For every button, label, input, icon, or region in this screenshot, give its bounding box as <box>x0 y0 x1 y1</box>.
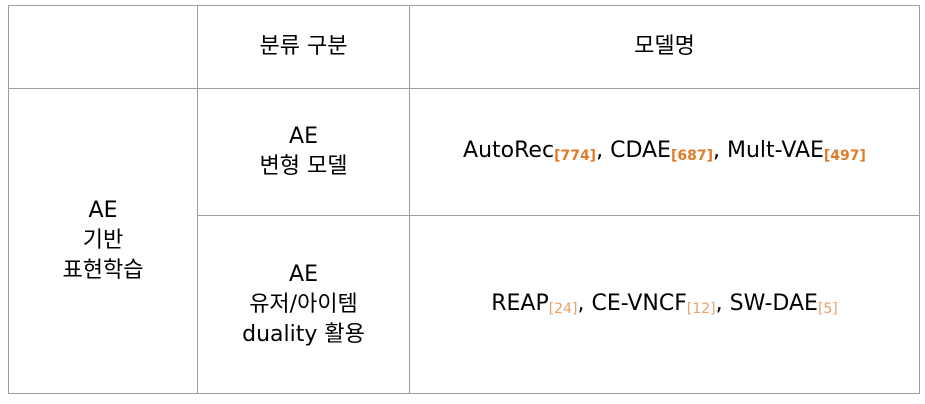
table-row: AE 기반 표현학습 AE 변형 모델 AutoRec[774], CDAE[6… <box>8 88 920 394</box>
reference-citation: [774] <box>554 148 597 164</box>
reference-citation: [497] <box>823 148 866 164</box>
header-category-cell: 분류 구분 <box>197 5 410 89</box>
separator: , <box>713 138 727 163</box>
reference-citation: [5] <box>817 300 838 317</box>
separator: , <box>577 290 592 316</box>
header-models-cell: 모델명 <box>409 5 920 89</box>
category-cell: AE 변형 모델 <box>197 88 410 216</box>
reference-citation: [687] <box>670 148 713 164</box>
model-name: SW-DAE <box>729 290 818 316</box>
table-row: AE 유저/아이템 duality 활용 REAP[24], CE-VNCF[1… <box>9 215 920 394</box>
group-label-line: AE <box>88 198 118 223</box>
header-row: 분류 구분 모델명 <box>8 5 920 89</box>
reference-citation: [24] <box>548 300 578 317</box>
model-list: REAP[24], CE-VNCF[12], SW-DAE[5] <box>491 290 838 317</box>
separator: , <box>596 138 611 163</box>
header-empty-cell <box>8 5 198 89</box>
group-label-cell: AE 기반 표현학습 <box>8 88 198 394</box>
group-label-line: 기반 <box>82 228 124 253</box>
models-cell: AutoRec[774], CDAE[687], Mult-VAE[497] <box>409 88 920 216</box>
model-name: REAP <box>491 290 549 316</box>
reference-citation: [12] <box>686 300 716 317</box>
model-name: CE-VNCF <box>591 290 687 316</box>
model-name: AutoRec <box>463 138 555 163</box>
model-classification-table: 분류 구분 모델명 AE 기반 표현학습 AE 변형 모델 AutoRec[77… <box>8 5 920 394</box>
category-cell: AE 유저/아이템 duality 활용 <box>197 215 410 394</box>
category-line: 변형 모델 <box>259 154 348 179</box>
model-list: AutoRec[774], CDAE[687], Mult-VAE[497] <box>463 138 866 164</box>
category-line: AE <box>289 261 318 287</box>
group-label-line: 표현학습 <box>62 258 144 283</box>
model-name: Mult-VAE <box>727 138 824 163</box>
model-name: CDAE <box>610 138 671 163</box>
separator: , <box>715 290 730 316</box>
category-line: AE <box>289 124 318 149</box>
category-line: duality 활용 <box>242 321 365 347</box>
classification-table-container: 분류 구분 모델명 AE 기반 표현학습 AE 변형 모델 AutoRec[77… <box>8 5 920 394</box>
models-cell: REAP[24], CE-VNCF[12], SW-DAE[5] <box>409 215 920 394</box>
category-line: 유저/아이템 <box>249 291 358 317</box>
